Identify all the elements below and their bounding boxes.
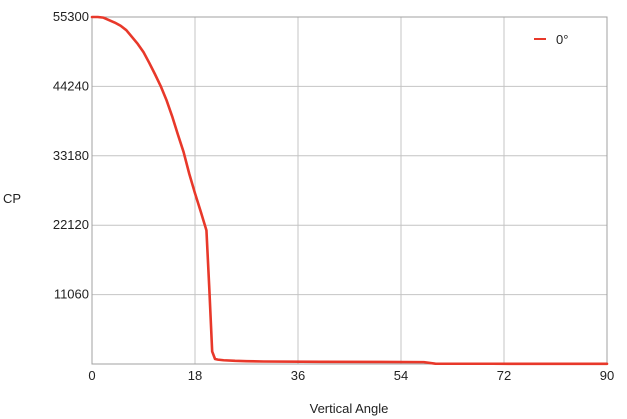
y-tick-label: 55300 — [53, 9, 89, 24]
x-tick-label: 54 — [394, 368, 408, 383]
y-tick-label: 11060 — [54, 287, 89, 302]
series-layer — [90, 15, 609, 366]
legend: 0° — [534, 32, 568, 47]
x-tick-label: 18 — [188, 368, 202, 383]
x-tick-label: 72 — [497, 368, 511, 383]
y-axis-label: CP — [3, 191, 21, 206]
tick-labels: 0 18 36 54 72 90 11060 22120 33180 44240 55300 — [53, 9, 614, 383]
y-tick-label: 33180 — [53, 148, 89, 163]
plot-background — [92, 17, 607, 364]
series-line — [90, 15, 609, 366]
y-tick-label: 44240 — [53, 78, 89, 93]
x-tick-label: 36 — [291, 368, 305, 383]
gridlines — [92, 17, 607, 364]
x-tick-label: 90 — [600, 368, 614, 383]
legend-label: 0° — [556, 32, 568, 47]
y-tick-label: 22120 — [53, 217, 89, 232]
plot-frame — [91, 16, 608, 365]
x-axis-label: Vertical Angle — [310, 401, 389, 416]
x-tick-label: 0 — [88, 368, 95, 383]
